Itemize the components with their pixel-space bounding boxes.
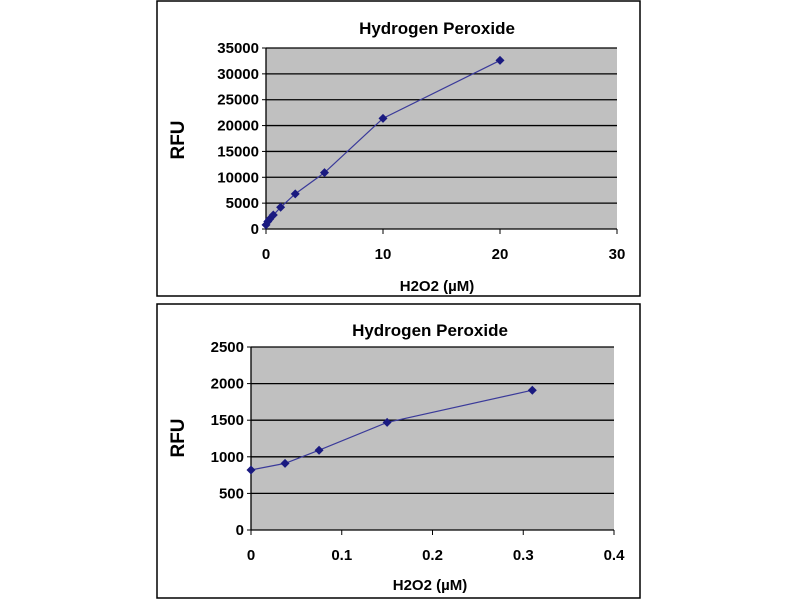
- data-point: [527, 385, 537, 395]
- data-point: [378, 113, 388, 123]
- data-point: [320, 168, 329, 178]
- y-axis-label: RFU: [168, 120, 189, 159]
- y-tick-label: 2500: [211, 339, 244, 356]
- data-point: [382, 417, 392, 427]
- x-axis-label: H2O2 (µM): [400, 278, 474, 295]
- x-tick-label: 20: [492, 246, 509, 263]
- data-point: [280, 458, 290, 468]
- x-tick-label: 0.4: [604, 547, 626, 564]
- y-tick-label: 10000: [217, 169, 259, 186]
- x-tick-label: 0: [262, 246, 270, 263]
- x-tick-label: 0.1: [331, 547, 352, 564]
- data-point: [246, 465, 256, 475]
- y-tick-label: 0: [251, 221, 259, 238]
- y-tick-label: 5000: [226, 195, 259, 212]
- y-tick-label: 35000: [217, 40, 259, 57]
- y-tick-label: 25000: [217, 92, 259, 109]
- plot-area: [266, 48, 617, 229]
- x-tick-label: 0.2: [422, 547, 443, 564]
- y-tick-label: 0: [236, 522, 244, 539]
- x-tick-label: 30: [609, 246, 626, 263]
- x-tick-label: 0.3: [513, 547, 534, 564]
- chart-title: Hydrogen Peroxide: [352, 321, 508, 340]
- data-point: [276, 202, 286, 212]
- y-tick-label: 1500: [211, 412, 244, 429]
- y-tick-label: 20000: [217, 118, 259, 135]
- chart-top: Hydrogen Peroxide H2O2 (µM) RFU 05000100…: [156, 0, 641, 297]
- y-tick-label: 30000: [217, 66, 259, 83]
- chart-bottom: Hydrogen Peroxide H2O2 (µM) RFU 0 500 1000…: [156, 303, 641, 599]
- x-tick-label: 0: [247, 547, 255, 564]
- data-point: [314, 445, 324, 455]
- y-tick-label: 15000: [217, 143, 259, 160]
- chart-title: Hydrogen Peroxide: [359, 19, 515, 38]
- data-point: [495, 55, 505, 65]
- y-tick-label: 1000: [211, 449, 244, 466]
- y-tick-label: 500: [219, 485, 244, 502]
- y-tick-label: 2000: [211, 376, 244, 393]
- y-axis-label: RFU: [168, 418, 189, 457]
- data-point: [268, 210, 278, 220]
- x-axis-label: H2O2 (µM): [393, 577, 467, 594]
- data-point: [290, 189, 300, 199]
- x-tick-label: 10: [375, 246, 392, 263]
- plot-area: [251, 347, 614, 530]
